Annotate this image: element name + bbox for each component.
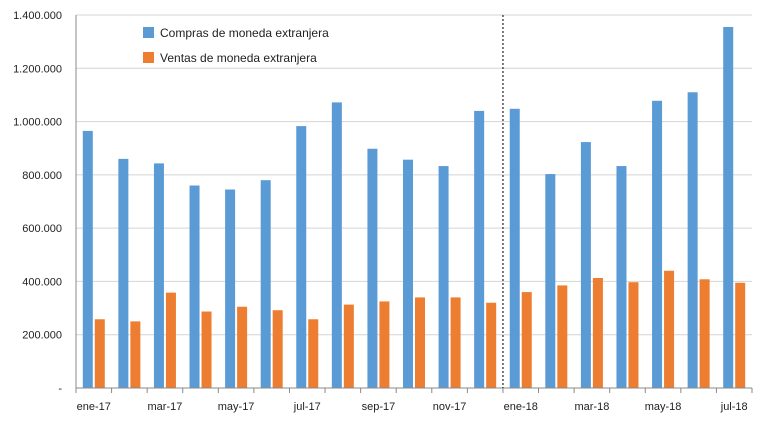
bar-compras-jun-17 — [260, 180, 271, 388]
bar-compras-nov-17 — [438, 166, 449, 388]
bar-ventas-ene-18 — [521, 292, 532, 388]
bar-compras-jul-17 — [296, 126, 307, 389]
bar-compras-feb-18 — [545, 174, 556, 388]
bar-ventas-abr-18 — [628, 282, 639, 388]
bar-compras-may-18 — [652, 100, 663, 388]
bar-ventas-sep-17 — [379, 301, 390, 388]
legend-label-compras: Compras de moneda extranjera — [160, 26, 329, 40]
bar-ventas-feb-18 — [557, 285, 568, 388]
bar-ventas-may-17 — [237, 306, 248, 388]
x-tick-label: mar-18 — [574, 401, 609, 413]
bar-ventas-ago-17 — [343, 304, 354, 388]
y-tick-label: 800.000 — [22, 170, 62, 182]
legend: Compras de moneda extranjera Ventas de m… — [143, 26, 329, 65]
x-axis: ene-17 mar-17 may-17 jul-17 sep-17 nov-17 ene-… — [75, 387, 753, 413]
y-tick-label: 200.000 — [22, 330, 62, 342]
bar-compras-dic-17 — [474, 110, 485, 389]
x-tick-label: nov-17 — [433, 401, 467, 413]
bar-compras-feb-17 — [118, 158, 129, 388]
x-tick-label: mar-17 — [148, 401, 183, 413]
bar-compras-oct-17 — [403, 159, 413, 388]
legend-swatch-ventas — [143, 52, 154, 63]
bar-compras-mar-17 — [153, 163, 164, 388]
bar-ventas-dic-17 — [486, 302, 497, 388]
x-tick-label: sep-17 — [362, 401, 396, 413]
bar-compras-abr-18 — [616, 166, 627, 388]
y-tick-label: 1.000.000 — [13, 117, 62, 129]
bar-compras-mar-18 — [580, 142, 591, 388]
bar-ventas-feb-17 — [130, 321, 141, 388]
bar-compras-jun-18 — [687, 92, 698, 388]
bar-compras-sep-17 — [367, 148, 378, 388]
bar-compras-ene-17 — [82, 130, 93, 388]
y-tick-label: - — [58, 383, 62, 395]
y-tick-label: 600.000 — [22, 223, 62, 235]
bar-ventas-jul-17 — [308, 319, 319, 388]
y-axis: - 200.000 400.000 600.000 800.000 1.000.000 1.… — [13, 10, 77, 395]
x-tick-label: may-18 — [645, 401, 682, 413]
bar-ventas-mar-18 — [592, 277, 603, 388]
bar-ventas-may-18 — [664, 270, 675, 388]
bar-compras-jul-18 — [723, 26, 734, 388]
bar-compras-ene-18 — [509, 108, 520, 388]
y-tick-label: 1.200.000 — [13, 63, 62, 75]
bar-ventas-jun-18 — [699, 279, 710, 388]
x-tick-label: jul-18 — [720, 401, 748, 413]
y-tick-label: 1.400.000 — [13, 10, 62, 22]
bar-compras-ago-17 — [331, 102, 342, 388]
bar-ventas-abr-17 — [201, 311, 212, 388]
bar-ventas-ene-17 — [94, 319, 105, 388]
bar-ventas-jun-17 — [272, 310, 283, 388]
legend-label-ventas: Ventas de moneda extranjera — [160, 51, 317, 65]
y-tick-label: 400.000 — [22, 276, 62, 288]
x-tick-label: jul-17 — [293, 401, 321, 413]
bars — [82, 26, 746, 389]
x-tick-label: ene-17 — [77, 401, 111, 413]
gridlines — [76, 14, 752, 336]
bar-ventas-nov-17 — [450, 297, 461, 388]
x-tick-label: may-17 — [218, 401, 255, 413]
x-tick-label: ene-18 — [504, 401, 538, 413]
legend-swatch-compras — [143, 27, 154, 38]
bar-ventas-jul-18 — [735, 282, 746, 388]
bar-ventas-oct-17 — [415, 297, 425, 388]
bar-compras-abr-17 — [189, 185, 200, 388]
bar-ventas-mar-17 — [165, 292, 176, 388]
bar-compras-may-17 — [225, 189, 236, 388]
